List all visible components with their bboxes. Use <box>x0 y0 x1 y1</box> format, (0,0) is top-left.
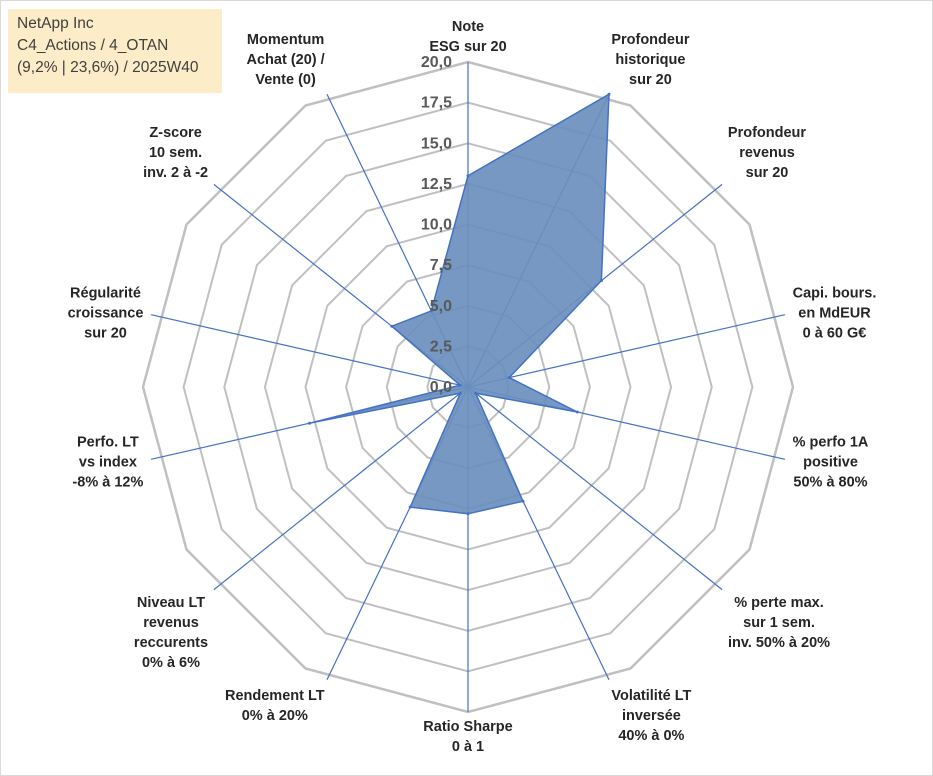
axis-label: Note <box>452 19 484 35</box>
axis-label: revenus <box>143 615 199 631</box>
data-point <box>458 383 462 387</box>
axis-label: Profondeur <box>611 32 689 48</box>
title-box: NetApp Inc C4_Actions / 4_OTAN (9,2% | 2… <box>8 9 222 93</box>
tick-label: 15,0 <box>421 135 452 152</box>
axis-label: Niveau LT <box>137 595 205 611</box>
tick-label: 17,5 <box>421 95 452 112</box>
axis-label: inversée <box>622 708 681 724</box>
data-point <box>408 505 412 509</box>
tick-label: 0,0 <box>430 379 452 396</box>
tick-label: 10,0 <box>421 217 452 234</box>
axis-label: Profondeur <box>728 125 806 141</box>
axis-label: Volatilité LT <box>611 688 691 704</box>
series-area <box>309 92 610 515</box>
data-point <box>474 391 478 395</box>
axis-label: 0% à 20% <box>242 708 308 724</box>
axis-label: Perfo. LT <box>77 435 139 451</box>
company-name: NetApp Inc <box>17 15 94 32</box>
axis-label: sur 20 <box>84 326 127 342</box>
axis-label: Régularité <box>70 286 141 302</box>
axis-label: inv. 2 à -2 <box>143 165 208 181</box>
axis-label: Capi. bours. <box>793 286 877 302</box>
axis-label: sur 20 <box>746 165 789 181</box>
series <box>308 92 611 516</box>
data-point <box>466 174 470 178</box>
axis-label: croissance <box>68 306 144 322</box>
axis-spoke <box>150 314 469 388</box>
data-point <box>599 279 603 283</box>
axis-label: positive <box>803 455 858 471</box>
axis-label: 10 sem. <box>149 145 202 161</box>
axis-label: 0 à 60 G€ <box>803 326 867 342</box>
axis-spoke <box>467 386 723 591</box>
axis-label: historique <box>615 52 685 68</box>
category-line: C4_Actions / 4_OTAN <box>17 37 169 54</box>
tick-labels: 0,0 2,5 5,0 7,5 10,0 12,5 15,0 17,5 20,0 <box>421 54 452 396</box>
data-point <box>521 499 525 503</box>
tick-label: 7,5 <box>430 257 452 274</box>
axis-label: Achat (20) / <box>247 52 325 68</box>
axis-labels: Note ESG sur 20 Profondeur historique sur 20… <box>68 19 877 755</box>
data-point <box>429 309 433 313</box>
tick-label: 5,0 <box>430 298 452 315</box>
axis-spoke <box>213 386 469 591</box>
data-point <box>575 410 579 414</box>
data-point <box>308 421 312 425</box>
data-point <box>607 92 611 96</box>
axis-label: % perte max. <box>734 595 823 611</box>
axis-label: 40% à 0% <box>618 728 684 744</box>
axis-label: Rendement LT <box>225 688 325 704</box>
axis-label: Vente (0) <box>255 72 316 88</box>
axis-label: sur 1 sem. <box>743 615 815 631</box>
axis-label: 0% à 6% <box>142 655 200 671</box>
axis-label: inv. 50% à 20% <box>728 635 830 651</box>
tick-label: 20,0 <box>421 54 452 71</box>
axis-label: 0 à 1 <box>452 739 484 755</box>
axis-label: sur 20 <box>629 72 672 88</box>
tick-label: 12,5 <box>421 176 452 193</box>
tick-label: 2,5 <box>430 338 452 355</box>
axis-label: Ratio Sharpe <box>423 719 512 735</box>
stats-line: (9,2% | 23,6%) / 2025W40 <box>17 59 199 76</box>
data-point <box>390 324 394 328</box>
axis-spoke <box>467 314 786 388</box>
axis-label: Momentum <box>247 32 324 48</box>
data-point <box>458 391 462 395</box>
axis-label: vs index <box>79 455 137 471</box>
axis-label: reccurents <box>134 635 208 651</box>
axis-label: revenus <box>739 145 795 161</box>
axis-label: -8% à 12% <box>72 475 143 491</box>
axis-label: Z-score <box>149 125 201 141</box>
axis-label: % perfo 1A <box>793 435 869 451</box>
axis-label: ESG sur 20 <box>429 39 506 55</box>
axis-label: en MdEUR <box>798 306 871 322</box>
data-point <box>466 512 470 516</box>
data-point <box>507 376 511 380</box>
axis-label: 50% à 80% <box>793 475 867 491</box>
